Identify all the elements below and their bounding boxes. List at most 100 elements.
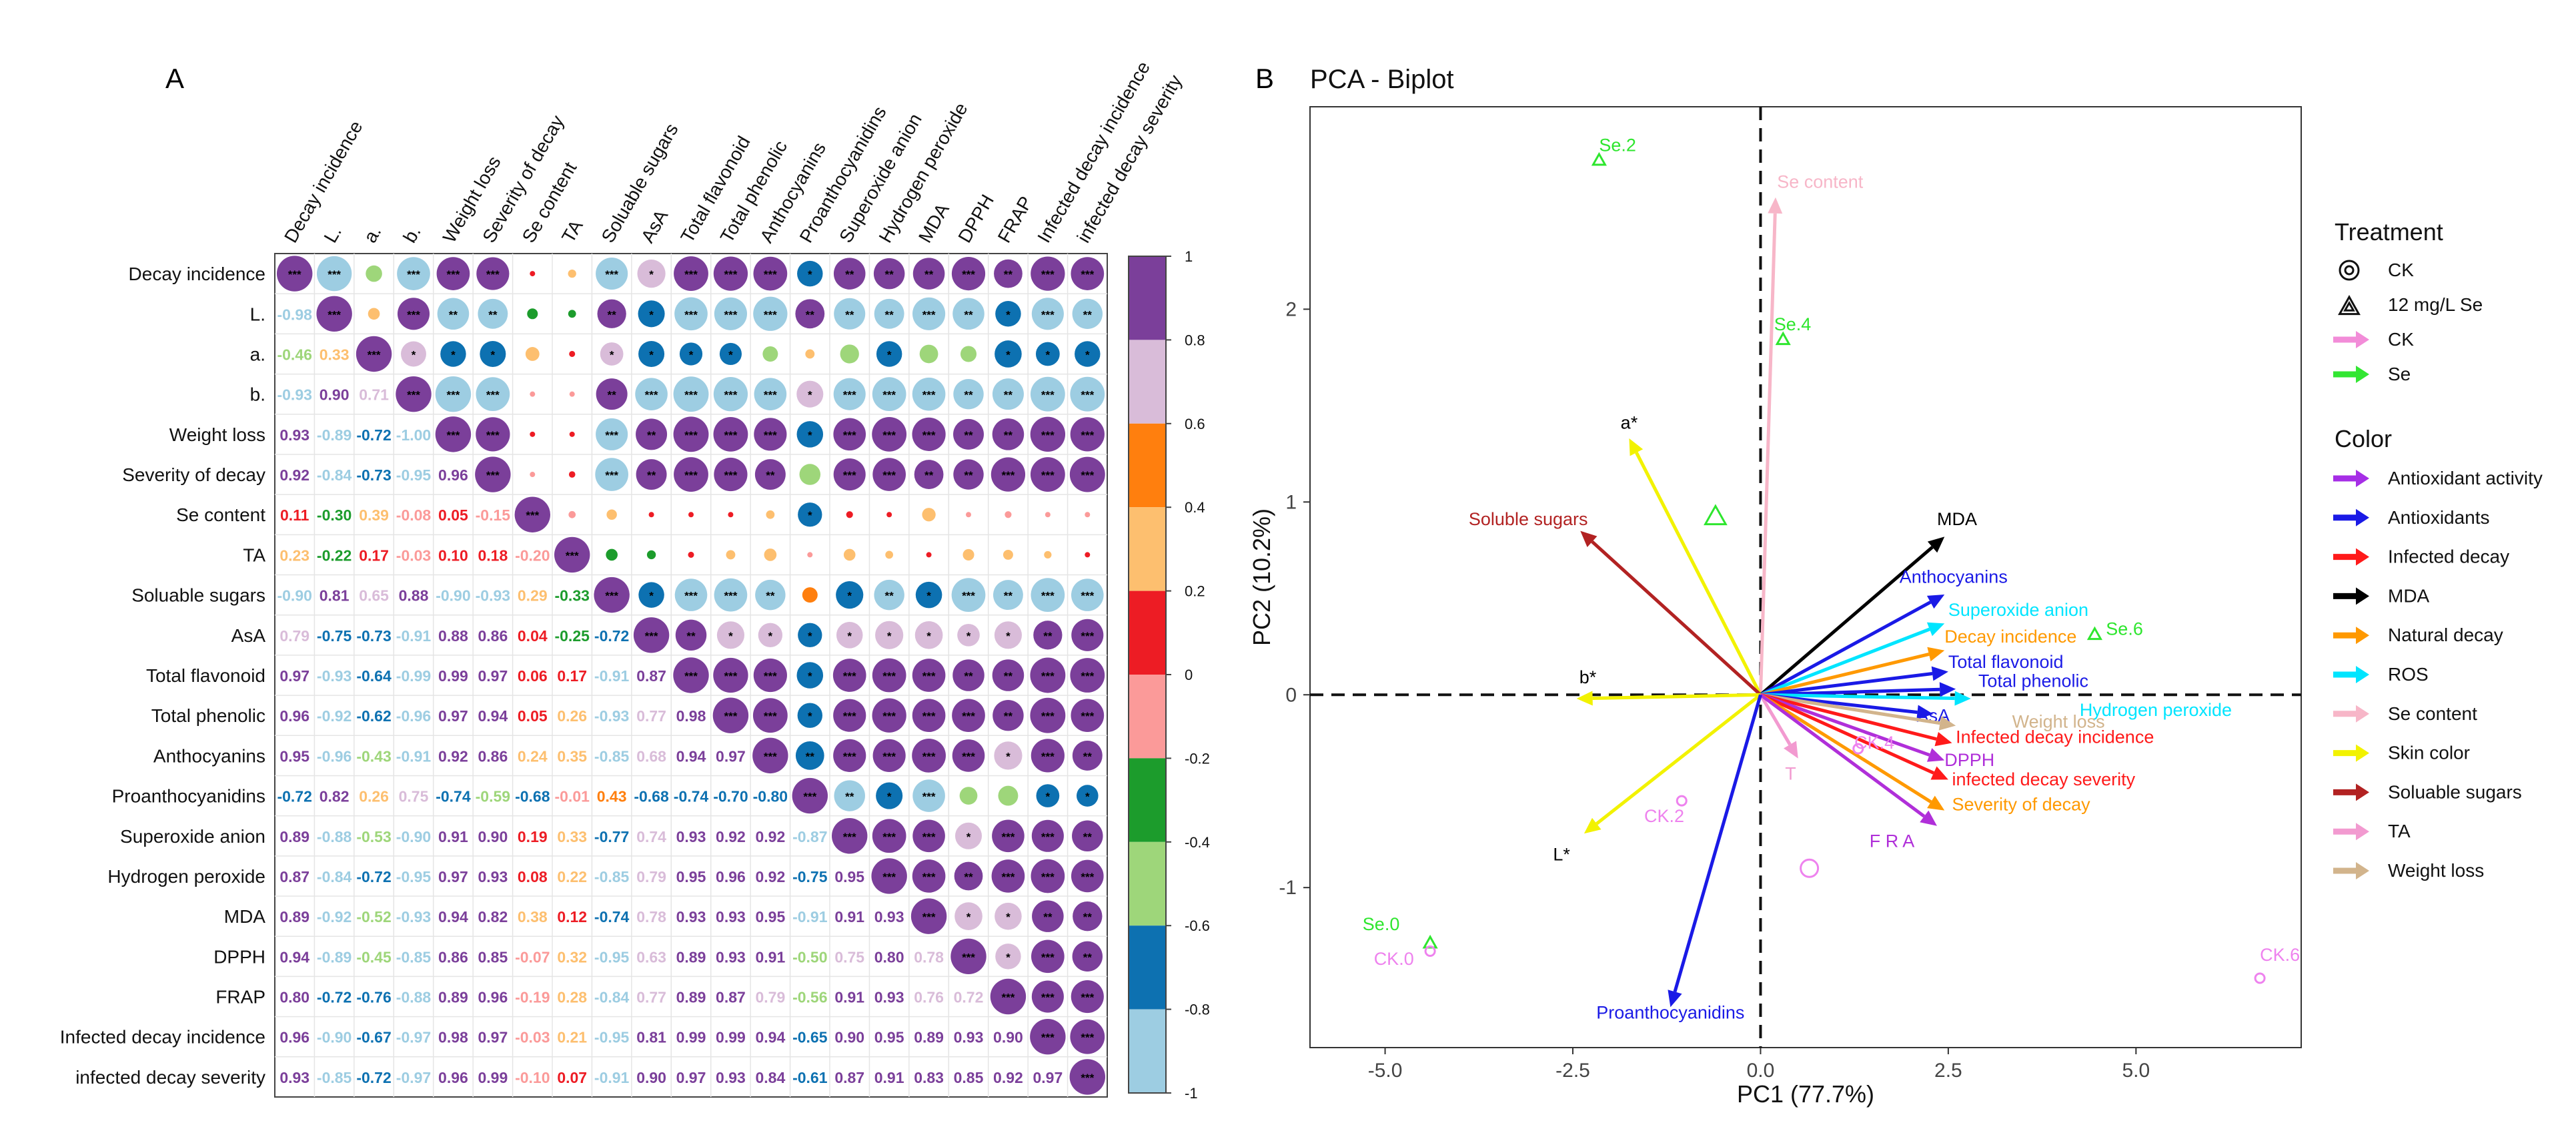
heatmap-circle bbox=[606, 548, 618, 561]
heatmap-circle bbox=[836, 581, 864, 609]
biplot-loading-label: Proanthocyanidins bbox=[1596, 1003, 1744, 1023]
heatmap-circle bbox=[1076, 785, 1099, 807]
heatmap-significance: * bbox=[926, 590, 931, 603]
heatmap-circle bbox=[797, 703, 822, 728]
heatmap-significance: *** bbox=[486, 268, 500, 281]
heatmap-circle bbox=[993, 580, 1023, 611]
heatmap-significance: *** bbox=[328, 268, 341, 281]
heatmap-significance: *** bbox=[882, 871, 896, 883]
heatmap-r-value: -0.85 bbox=[594, 868, 630, 885]
heatmap-circle bbox=[397, 298, 430, 330]
heatmap-circle bbox=[876, 782, 903, 809]
biplot-arrowhead bbox=[1930, 766, 1948, 780]
heatmap-significance: ** bbox=[1083, 308, 1093, 321]
heatmap-circle bbox=[674, 579, 708, 611]
heatmap-circle bbox=[713, 416, 748, 452]
heatmap-r-value: 0.04 bbox=[518, 627, 548, 645]
heatmap-r-value: -0.33 bbox=[554, 587, 589, 605]
heatmap-circle bbox=[366, 265, 382, 282]
heatmap-circle bbox=[401, 341, 426, 367]
heatmap-circle bbox=[1031, 819, 1064, 852]
heatmap-significance: *** bbox=[486, 389, 500, 402]
heatmap-r-value: 0.33 bbox=[557, 828, 587, 845]
heatmap-r-value: -0.68 bbox=[515, 788, 550, 805]
heatmap-significance: *** bbox=[684, 308, 698, 321]
heatmap-significance: *** bbox=[328, 308, 341, 321]
pca-biplot: PCA - Biplot -5.0 -2.5 0.0 2.5 5.0 -1 0 1 2 PC1 (7… bbox=[1248, 65, 2302, 1108]
heatmap-r-value: 0.87 bbox=[279, 868, 309, 885]
legend-key-arrowhead bbox=[2356, 331, 2369, 348]
heatmap-r-value: -0.98 bbox=[277, 306, 312, 323]
heatmap-significance: *** bbox=[1081, 630, 1094, 643]
heatmap-r-value: 0.92 bbox=[755, 828, 785, 845]
heatmap-row-label: MDA bbox=[224, 906, 266, 927]
legend-color-label: ROS bbox=[2388, 664, 2429, 685]
heatmap-circle bbox=[476, 377, 510, 412]
panel-b-label: B bbox=[1255, 63, 1274, 94]
heatmap-r-value: 0.91 bbox=[834, 989, 864, 1006]
legend-key-arrowhead bbox=[2356, 587, 2369, 605]
heatmap-significance: ** bbox=[1004, 590, 1013, 603]
heatmap-circle bbox=[1035, 342, 1060, 366]
biplot-loading-label: Hydrogen peroxide bbox=[2080, 700, 2232, 720]
heatmap-circle bbox=[638, 340, 665, 367]
heatmap-circle bbox=[596, 418, 628, 450]
heatmap-circle bbox=[992, 819, 1025, 853]
biplot-loading-arrow bbox=[1760, 693, 1937, 741]
heatmap-significance: * bbox=[967, 630, 971, 643]
heatmap-r-value: 0.79 bbox=[279, 627, 309, 645]
heatmap-r-value: 0.92 bbox=[438, 747, 468, 765]
colorbar-tick-label: -0.4 bbox=[1185, 834, 1210, 851]
heatmap-circle bbox=[872, 416, 907, 452]
heatmap-significance: *** bbox=[764, 268, 777, 281]
heatmap-significance: *** bbox=[645, 389, 658, 402]
heatmap-significance: *** bbox=[1041, 871, 1055, 883]
legend-treatment-label: CK bbox=[2388, 260, 2414, 280]
heatmap-circle bbox=[714, 578, 748, 612]
heatmap-r-value: 0.87 bbox=[636, 667, 666, 685]
heatmap-row-label: Severity of decay bbox=[122, 464, 265, 485]
biplot-arrowhead bbox=[1580, 530, 1597, 547]
legend-treatment-label: 12 mg/L Se bbox=[2388, 294, 2483, 315]
heatmap-circle bbox=[436, 257, 470, 290]
biplot-loading-label: Weight loss bbox=[2012, 711, 2105, 731]
biplot-arrowhead bbox=[1768, 197, 1783, 214]
biplot-sample-point bbox=[1852, 743, 1864, 755]
heatmap-r-value: 0.92 bbox=[993, 1069, 1023, 1086]
heatmap-r-value: -0.80 bbox=[753, 788, 788, 805]
biplot-x-tick-label: -5.0 bbox=[1368, 1060, 1403, 1082]
heatmap-significance: ** bbox=[845, 308, 854, 321]
heatmap-r-value: 0.93 bbox=[676, 828, 706, 845]
colorbar-bin bbox=[1129, 758, 1166, 842]
heatmap-r-value: 0.95 bbox=[676, 868, 706, 885]
heatmap-circle bbox=[530, 271, 536, 277]
biplot-loading-arrow bbox=[1760, 601, 1932, 697]
heatmap-circle bbox=[368, 308, 380, 320]
heatmap-circle bbox=[1071, 699, 1105, 733]
heatmap-significance: *** bbox=[566, 549, 579, 562]
biplot-loading-arrow bbox=[1595, 693, 1762, 825]
heatmap-significance: *** bbox=[882, 831, 896, 843]
heatmap-circle bbox=[833, 378, 866, 410]
heatmap-r-value: -0.97 bbox=[396, 1069, 431, 1086]
heatmap-r-value: -0.93 bbox=[317, 667, 352, 685]
heatmap-significance: *** bbox=[724, 268, 737, 281]
heatmap-circle bbox=[530, 391, 536, 397]
heatmap-r-value: 0.81 bbox=[319, 587, 350, 605]
heatmap-row-label: Total phenolic bbox=[151, 705, 265, 726]
biplot-loading-arrow bbox=[1760, 627, 1930, 697]
heatmap-significance: * bbox=[887, 630, 892, 643]
heatmap-significance: ** bbox=[885, 590, 894, 603]
heatmap-circle bbox=[1085, 512, 1091, 518]
heatmap-r-value: -0.76 bbox=[356, 989, 391, 1006]
heatmap-significance: *** bbox=[882, 469, 896, 482]
heatmap-significance: *** bbox=[843, 831, 856, 843]
heatmap-r-value: 0.98 bbox=[676, 707, 706, 725]
heatmap-r-value: -0.46 bbox=[277, 346, 311, 363]
heatmap-r-value: -0.84 bbox=[317, 466, 352, 484]
heatmap-significance: * bbox=[808, 710, 812, 723]
heatmap-circle bbox=[795, 299, 825, 329]
biplot-loading-arrow bbox=[1759, 546, 1934, 697]
biplot-sample-point bbox=[2086, 626, 2102, 641]
heatmap-significance: ** bbox=[1083, 831, 1093, 843]
